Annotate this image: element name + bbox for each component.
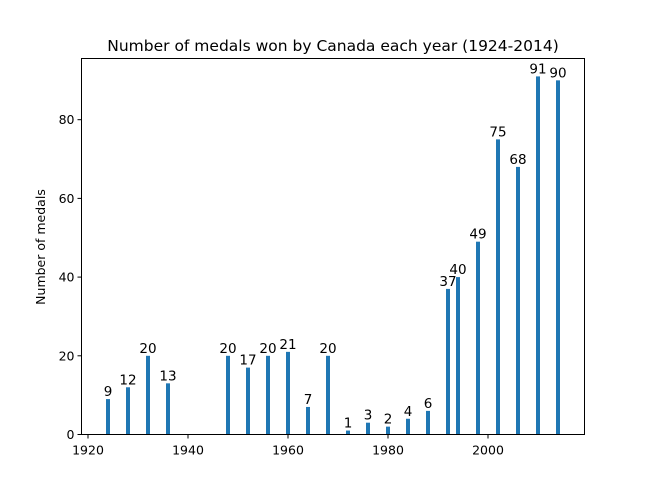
bar-2014 [556, 80, 560, 435]
data-label-1956: 20 [259, 341, 276, 357]
data-label-1952: 17 [239, 353, 256, 369]
chart-title: Number of medals won by Canada each year… [107, 37, 559, 55]
bar-1960 [286, 351, 290, 435]
data-label-1936: 13 [159, 368, 176, 384]
data-label-1928: 12 [119, 372, 136, 388]
data-label-1972: 1 [344, 416, 353, 432]
data-label-1992: 37 [439, 274, 456, 290]
data-label-1964: 7 [304, 392, 313, 408]
data-label-2010: 91 [529, 61, 546, 77]
bar-1924 [106, 399, 110, 435]
x-tick-label-1920: 1920 [72, 443, 104, 458]
y-axis-label: Number of medals [33, 189, 48, 305]
y-tick-label-0: 0 [67, 427, 75, 442]
bar-1968 [326, 355, 330, 435]
bars-group [106, 76, 560, 435]
bar-1988 [426, 410, 430, 435]
data-label-1968: 20 [319, 341, 336, 357]
data-label-1988: 6 [424, 396, 433, 412]
data-label-1984: 4 [404, 404, 413, 420]
x-tick-label-1940: 1940 [172, 443, 204, 458]
data-label-1924: 9 [104, 384, 113, 400]
bar-2006 [516, 166, 520, 435]
y-tick-label-60: 60 [59, 191, 75, 206]
x-tick-label-1980: 1980 [372, 443, 404, 458]
data-label-1976: 3 [364, 408, 373, 424]
bar-1964 [306, 406, 310, 435]
bar-1952 [246, 367, 250, 435]
bar-1998 [476, 241, 480, 435]
bar-1984 [406, 418, 410, 435]
y-tick-label-20: 20 [59, 348, 75, 363]
y-axis-ticks: 0 20 40 60 80 [59, 112, 82, 442]
bar-2002 [496, 139, 500, 435]
data-label-2006: 68 [509, 152, 526, 168]
y-tick-label-80: 80 [59, 112, 75, 127]
bar-1936 [166, 383, 170, 435]
data-label-1948: 20 [219, 341, 236, 357]
data-label-2014: 90 [549, 65, 566, 81]
bar-1992 [446, 288, 450, 435]
x-tick-label-2000: 2000 [472, 443, 504, 458]
bar-1948 [226, 355, 230, 435]
bar-1928 [126, 387, 130, 435]
bar-1932 [146, 355, 150, 435]
bar-1994 [456, 277, 460, 435]
x-tick-label-1960: 1960 [272, 443, 304, 458]
bar-1980 [386, 426, 390, 435]
data-label-1994: 40 [449, 262, 466, 278]
plot-frame [81, 58, 585, 435]
data-label-1932: 20 [139, 341, 156, 357]
data-label-1980: 2 [384, 412, 393, 428]
bar-2010 [536, 76, 540, 435]
x-axis-ticks: 1920 1940 1960 1980 2000 [72, 434, 504, 458]
y-tick-label-40: 40 [59, 270, 75, 285]
bar-1972 [346, 430, 350, 435]
bar-1956 [266, 355, 270, 435]
data-label-2002: 75 [489, 124, 506, 140]
bar-1976 [366, 422, 370, 435]
data-label-1998: 49 [469, 227, 486, 243]
data-label-1960: 21 [279, 337, 296, 353]
